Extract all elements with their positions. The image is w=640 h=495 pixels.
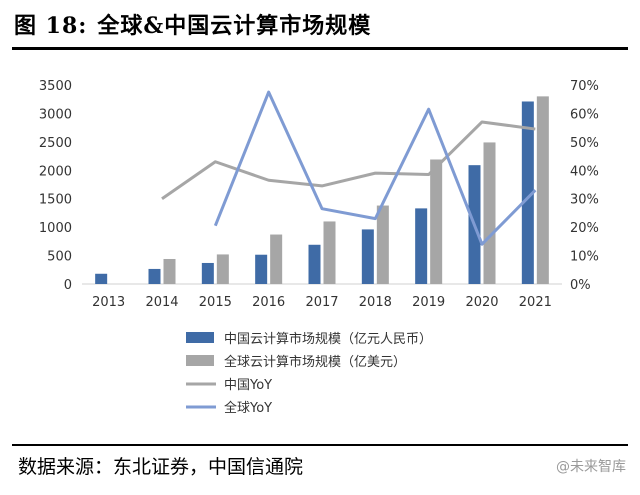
china-market-bar [415, 208, 428, 284]
global-market-bar [430, 159, 443, 284]
legend-global-yoy-label: 全球YoY [224, 400, 272, 416]
china-market-bar [95, 273, 108, 284]
title-rule [12, 47, 628, 50]
china-market-bar [361, 229, 374, 284]
china-market-bar [521, 101, 534, 284]
china-market-bar [308, 244, 321, 284]
global-market-bar [536, 96, 549, 284]
y-right-tick-label: 40% [570, 164, 599, 179]
y-left-tick-label: 3500 [39, 79, 72, 94]
global-market-bar [376, 205, 389, 284]
y-right-tick-label: 60% [570, 107, 599, 122]
global-market-bar [163, 258, 176, 284]
figure-title-text: 全球&中国云计算市场规模 [97, 13, 372, 39]
x-tick-label: 2015 [199, 295, 232, 310]
watermark: @未来智库 [556, 459, 626, 475]
y-right-tick-label: 30% [570, 193, 599, 208]
y-right-tick-label: 20% [570, 221, 599, 236]
global-market-bar [323, 221, 336, 284]
y-left-tick-label: 1500 [39, 193, 72, 208]
legend-global-market-label: 全球云计算市场规模（亿美元） [224, 354, 406, 370]
china-market-bar [148, 268, 161, 284]
legend-china-yoy-label: 中国YoY [224, 378, 272, 393]
global-market-bar [483, 142, 496, 284]
y-left-tick-label: 3000 [39, 107, 72, 122]
global-market-bar [216, 254, 229, 284]
china-market-bar [201, 262, 214, 284]
x-tick-label: 2018 [359, 295, 392, 310]
y-left-tick-label: 2000 [39, 164, 72, 179]
y-right-tick-label: 0% [570, 278, 591, 293]
china-yoy-line [161, 120, 536, 200]
source-note: 数据来源：东北证券，中国信通院 [18, 456, 304, 478]
source-rule [12, 444, 628, 446]
y-left-tick-label: 1000 [39, 221, 72, 236]
x-tick-label: 2021 [519, 295, 552, 310]
figure-number: 图 18: [14, 13, 88, 39]
y-left-tick-label: 500 [47, 250, 72, 265]
china-market-bar [255, 254, 268, 284]
x-tick-label: 2013 [92, 295, 125, 310]
x-tick-label: 2019 [412, 295, 445, 310]
legend-china-market-swatch [186, 332, 214, 343]
y-right-tick-label: 70% [570, 79, 599, 94]
x-tick-label: 2016 [252, 295, 285, 310]
legend-global-market-swatch [186, 355, 214, 366]
y-left-tick-label: 0 [64, 278, 72, 293]
x-tick-label: 2014 [145, 295, 178, 310]
global-market-bar [270, 234, 283, 284]
figure-title: 图 18: 全球&中国云计算市场规模 [14, 8, 381, 40]
y-left-tick-label: 2500 [39, 136, 72, 151]
x-tick-label: 2020 [465, 295, 498, 310]
legend-china-market-label: 中国云计算市场规模（亿元人民币） [224, 331, 432, 347]
cloud-market-chart: 0 500 1000 1500 2000 2500 3000 3500 0% 10% 20% 30% 4… [39, 79, 599, 416]
y-right-tick-label: 10% [570, 250, 599, 265]
x-tick-label: 2017 [305, 295, 338, 310]
y-right-tick-label: 50% [570, 136, 599, 151]
